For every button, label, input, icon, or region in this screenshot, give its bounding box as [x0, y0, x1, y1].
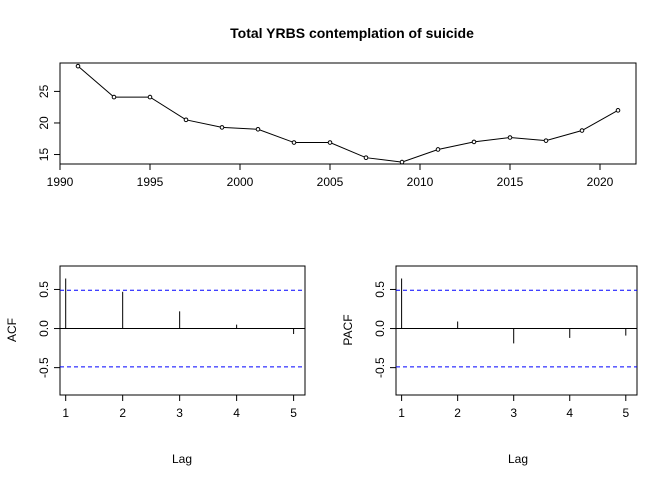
time-series-point [327, 140, 333, 145]
pacf-x-tick-label: 2 [454, 406, 461, 420]
time-series-x-axis: 1990 1995 2000 2005 2010 2015 2020 [47, 164, 614, 189]
time-series-y-axis: 15 20 25 [37, 84, 60, 161]
time-series-panel: Total YRBS contemplation of suicide 1990… [37, 25, 637, 189]
pacf-y-tick-label: -0.5 [373, 357, 387, 378]
pacf-bars [396, 278, 637, 368]
pacf-x-label: Lag [508, 452, 528, 466]
pacf-x-tick-label: 4 [566, 406, 573, 420]
pacf-plot-frame [395, 265, 638, 396]
time-series-point [615, 108, 621, 113]
acf-x-label: Lag [172, 452, 192, 466]
time-series-point [111, 94, 117, 100]
acf-x-tick-label: 2 [119, 406, 126, 420]
acf-y-axis: -0.5 0.0 0.5 [37, 281, 60, 378]
time-series-point [579, 128, 585, 133]
ts-x-tick-label: 2015 [497, 175, 524, 189]
ts-x-tick-label: 2020 [587, 175, 614, 189]
pacf-y-tick-label: 0.0 [373, 320, 387, 337]
ts-x-tick-label: 2010 [407, 175, 434, 189]
ts-x-tick-label: 2005 [317, 175, 344, 189]
ts-y-tick-label: 25 [37, 84, 51, 98]
ts-y-tick-label: 15 [37, 148, 51, 162]
time-series-point [75, 63, 81, 69]
time-series-point [255, 126, 261, 132]
pacf-x-tick-label: 1 [398, 406, 405, 420]
acf-y-tick-label: -0.5 [37, 357, 51, 378]
ts-x-tick-label: 2000 [227, 175, 254, 189]
time-series-point [219, 125, 225, 130]
pacf-panel: 1 2 3 4 5 -0.5 0.0 0.5 Lag PACF [341, 265, 638, 466]
ts-y-tick-label: 20 [37, 116, 51, 130]
chart-title: Total YRBS contemplation of suicide [230, 25, 474, 41]
time-series-point [435, 147, 441, 152]
acf-y-tick-label: 0.0 [37, 320, 51, 337]
time-series-plot-frame [59, 62, 637, 165]
acf-y-tick-label: 0.5 [37, 281, 51, 298]
acf-y-label: ACF [5, 318, 19, 342]
pacf-x-tick-label: 5 [622, 406, 629, 420]
acf-x-tick-label: 5 [290, 406, 297, 420]
time-series-point [291, 140, 297, 145]
time-series-line [77, 65, 619, 163]
acf-x-axis: 1 2 3 4 5 [62, 395, 297, 420]
pacf-y-tick-label: 0.5 [373, 281, 387, 298]
pacf-x-tick-label: 3 [510, 406, 517, 420]
pacf-x-axis: 1 2 3 4 5 [398, 395, 629, 420]
acf-x-tick-label: 3 [176, 406, 183, 420]
time-series-point [507, 135, 513, 140]
time-series-point [399, 159, 405, 165]
acf-bars [60, 278, 305, 368]
time-series-point [543, 138, 549, 143]
time-series-point [147, 94, 153, 100]
acf-x-tick-label: 1 [62, 406, 69, 420]
time-series-point [183, 117, 189, 123]
time-series-point [471, 139, 477, 145]
time-series-point [363, 155, 369, 160]
pacf-y-axis: -0.5 0.0 0.5 [373, 281, 396, 378]
time-series-points [75, 63, 621, 165]
pacf-y-label: PACF [341, 314, 355, 345]
acf-panel: 1 2 3 4 5 -0.5 0.0 0.5 Lag ACF [5, 265, 306, 466]
acf-plot-frame [59, 265, 306, 396]
acf-x-tick-label: 4 [233, 406, 240, 420]
ts-x-tick-label: 1995 [137, 175, 164, 189]
ts-x-tick-label: 1990 [47, 175, 74, 189]
